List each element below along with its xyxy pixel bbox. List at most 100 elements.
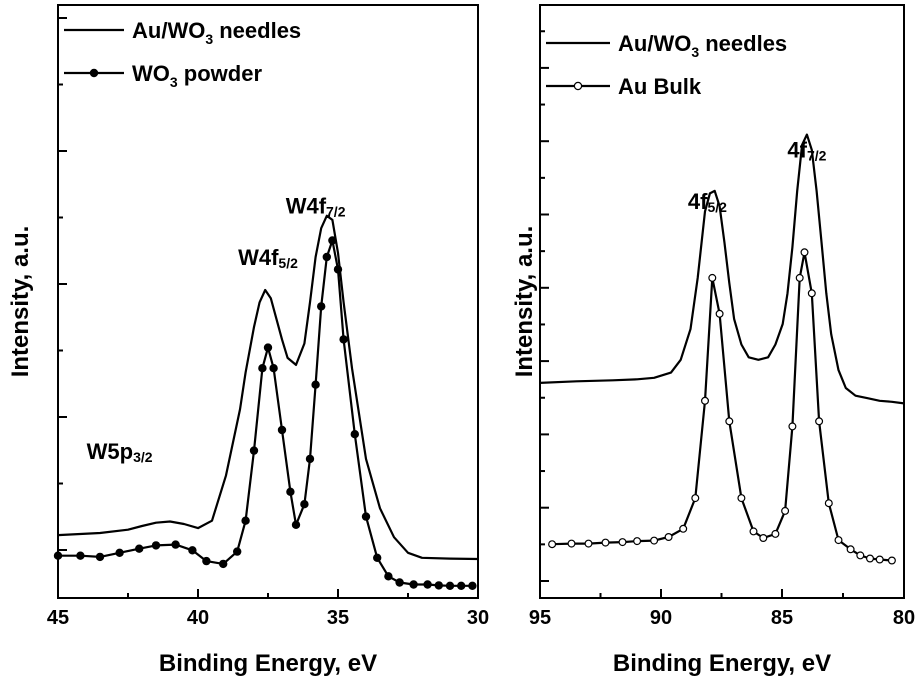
peak-annotation: W4f7/2: [286, 194, 346, 220]
series-2-point: [95, 552, 105, 562]
series-2-point: [846, 545, 855, 554]
peak-annotation: 4f5/2: [688, 189, 727, 215]
x-tick-label: 30: [467, 607, 489, 629]
series-2-point: [361, 512, 371, 521]
series-2-point: [601, 538, 610, 547]
x-tick-label: 40: [187, 607, 209, 629]
chart-left-tungsten-spectrum: 45 40 35 30 Binding Energy, eV Intensity, a.u…: [7, 4, 489, 677]
x-tick-label: 90: [650, 607, 672, 629]
series-2-point: [865, 554, 874, 563]
series-line-1: [57, 214, 479, 561]
series-2-point: [887, 556, 896, 565]
chart-right-gold-spectrum: 95 90 85 80 Binding Energy, eV Intensity, a.u…: [511, 4, 915, 677]
series-2-point: [263, 343, 273, 352]
series-2-point: [350, 430, 359, 439]
plot-frame: [539, 4, 905, 599]
series-2-point: [664, 532, 673, 541]
series-2-point: [749, 527, 758, 536]
series-2-point: [834, 536, 843, 545]
series-2-point: [708, 273, 717, 282]
series-2-point: [395, 578, 404, 587]
series-2-point: [286, 487, 295, 496]
series-2-point: [781, 506, 790, 515]
x-axis-label: Binding Energy, eV: [613, 650, 831, 677]
series-2-point: [53, 551, 63, 560]
series-2-point: [322, 252, 331, 262]
legend-marker: [573, 81, 583, 91]
series-2-point: [700, 396, 709, 405]
x-tick-label: 85: [771, 607, 793, 629]
series-2-point: [269, 364, 278, 373]
x-tick-label: 35: [327, 607, 349, 629]
series-2-point: [824, 499, 833, 508]
x-axis-label: Binding Energy, eV: [159, 650, 377, 677]
series-2-point: [445, 581, 455, 591]
series-2-point: [115, 548, 124, 558]
series-2-point: [423, 580, 432, 589]
series-2-point: [795, 273, 804, 282]
series-2-point: [300, 500, 309, 509]
legend-entry-label: Au Bulk: [618, 74, 702, 99]
series-2-point: [384, 572, 393, 581]
series-2-point: [856, 551, 865, 560]
series-2-point: [691, 494, 700, 503]
series-2-point: [305, 454, 315, 464]
plot-frame: [57, 4, 479, 599]
x-tick-label: 45: [47, 607, 69, 629]
series-2-point: [339, 335, 348, 344]
x-tick-label: 95: [529, 607, 551, 629]
series-2-point: [277, 425, 287, 435]
series-2-point: [134, 544, 144, 553]
x-tick-label: 80: [893, 607, 915, 629]
series-2-point: [76, 551, 85, 560]
series-2-point: [725, 417, 734, 426]
series-2-point: [815, 417, 824, 426]
series-2-point: [737, 494, 746, 503]
series-line-2: [552, 251, 892, 562]
peak-annotation: W4f5/2: [238, 245, 298, 271]
series-2-point: [468, 581, 477, 591]
series-2-point: [249, 446, 259, 455]
series-2-point: [202, 556, 211, 566]
series-2-point: [311, 380, 320, 389]
series-2-point: [584, 539, 593, 548]
series-2-point: [409, 580, 418, 589]
series-2-point: [328, 236, 337, 245]
series-2-point: [633, 537, 642, 546]
series-2-point: [218, 559, 228, 569]
legend-entry-label: Au/WO3 needles: [618, 31, 787, 60]
series-2-point: [807, 289, 816, 298]
series-2-point: [291, 520, 301, 530]
series-2-point: [317, 302, 326, 311]
series-2-point: [771, 529, 780, 538]
legend-entry-label: Au/WO3 needles: [132, 18, 301, 47]
series-2-point: [457, 581, 466, 591]
series-2-point: [715, 309, 724, 318]
series-2-point: [650, 536, 659, 545]
series-2-point: [434, 581, 443, 590]
series-2-point: [788, 422, 797, 431]
peak-annotation: 4f7/2: [787, 138, 826, 164]
series-2-point: [241, 516, 250, 525]
series-2-point: [188, 546, 197, 555]
series-2-point: [679, 524, 688, 533]
peak-annotation: W5p3/2: [87, 439, 153, 465]
series-2-point: [258, 364, 267, 373]
y-axis-label: Intensity, a.u.: [511, 226, 538, 378]
series-2-point: [875, 555, 884, 564]
series-2-point: [232, 547, 242, 556]
series-2-point: [800, 248, 809, 257]
y-axis-label: Intensity, a.u.: [7, 226, 34, 378]
series-2-point: [548, 540, 557, 549]
series-2-point: [151, 541, 161, 550]
series-2-point: [171, 540, 180, 549]
series-2-point: [373, 553, 382, 563]
legend-entry-label: WO3 powder: [132, 61, 262, 90]
series-2-point: [333, 265, 343, 274]
series-2-point: [759, 533, 768, 542]
series-2-point: [618, 538, 627, 547]
series-line-1: [539, 133, 905, 405]
series-2-point: [567, 539, 576, 548]
legend-marker: [89, 68, 99, 78]
